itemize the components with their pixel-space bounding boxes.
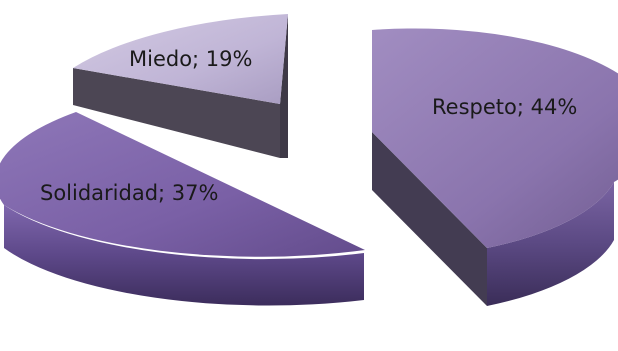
slice-miedo-side [73, 68, 280, 158]
slice-solidaridad [0, 112, 365, 306]
slice-respeto-rim [487, 182, 614, 306]
slice-miedo-side-right [280, 14, 288, 158]
slice-label-miedo: Miedo; 19% [129, 47, 252, 71]
slice-label-solidaridad: Solidaridad; 37% [40, 181, 218, 205]
slice-respeto-side-front [372, 132, 487, 306]
slice-miedo [73, 14, 288, 158]
slice-respeto [372, 28, 618, 306]
slice-solidaridad-rim [4, 205, 364, 306]
slice-label-respeto: Respeto; 44% [432, 95, 577, 119]
slice-respeto-top [372, 28, 618, 248]
slice-miedo-top [73, 14, 288, 104]
slice-solidaridad-top [0, 112, 365, 257]
